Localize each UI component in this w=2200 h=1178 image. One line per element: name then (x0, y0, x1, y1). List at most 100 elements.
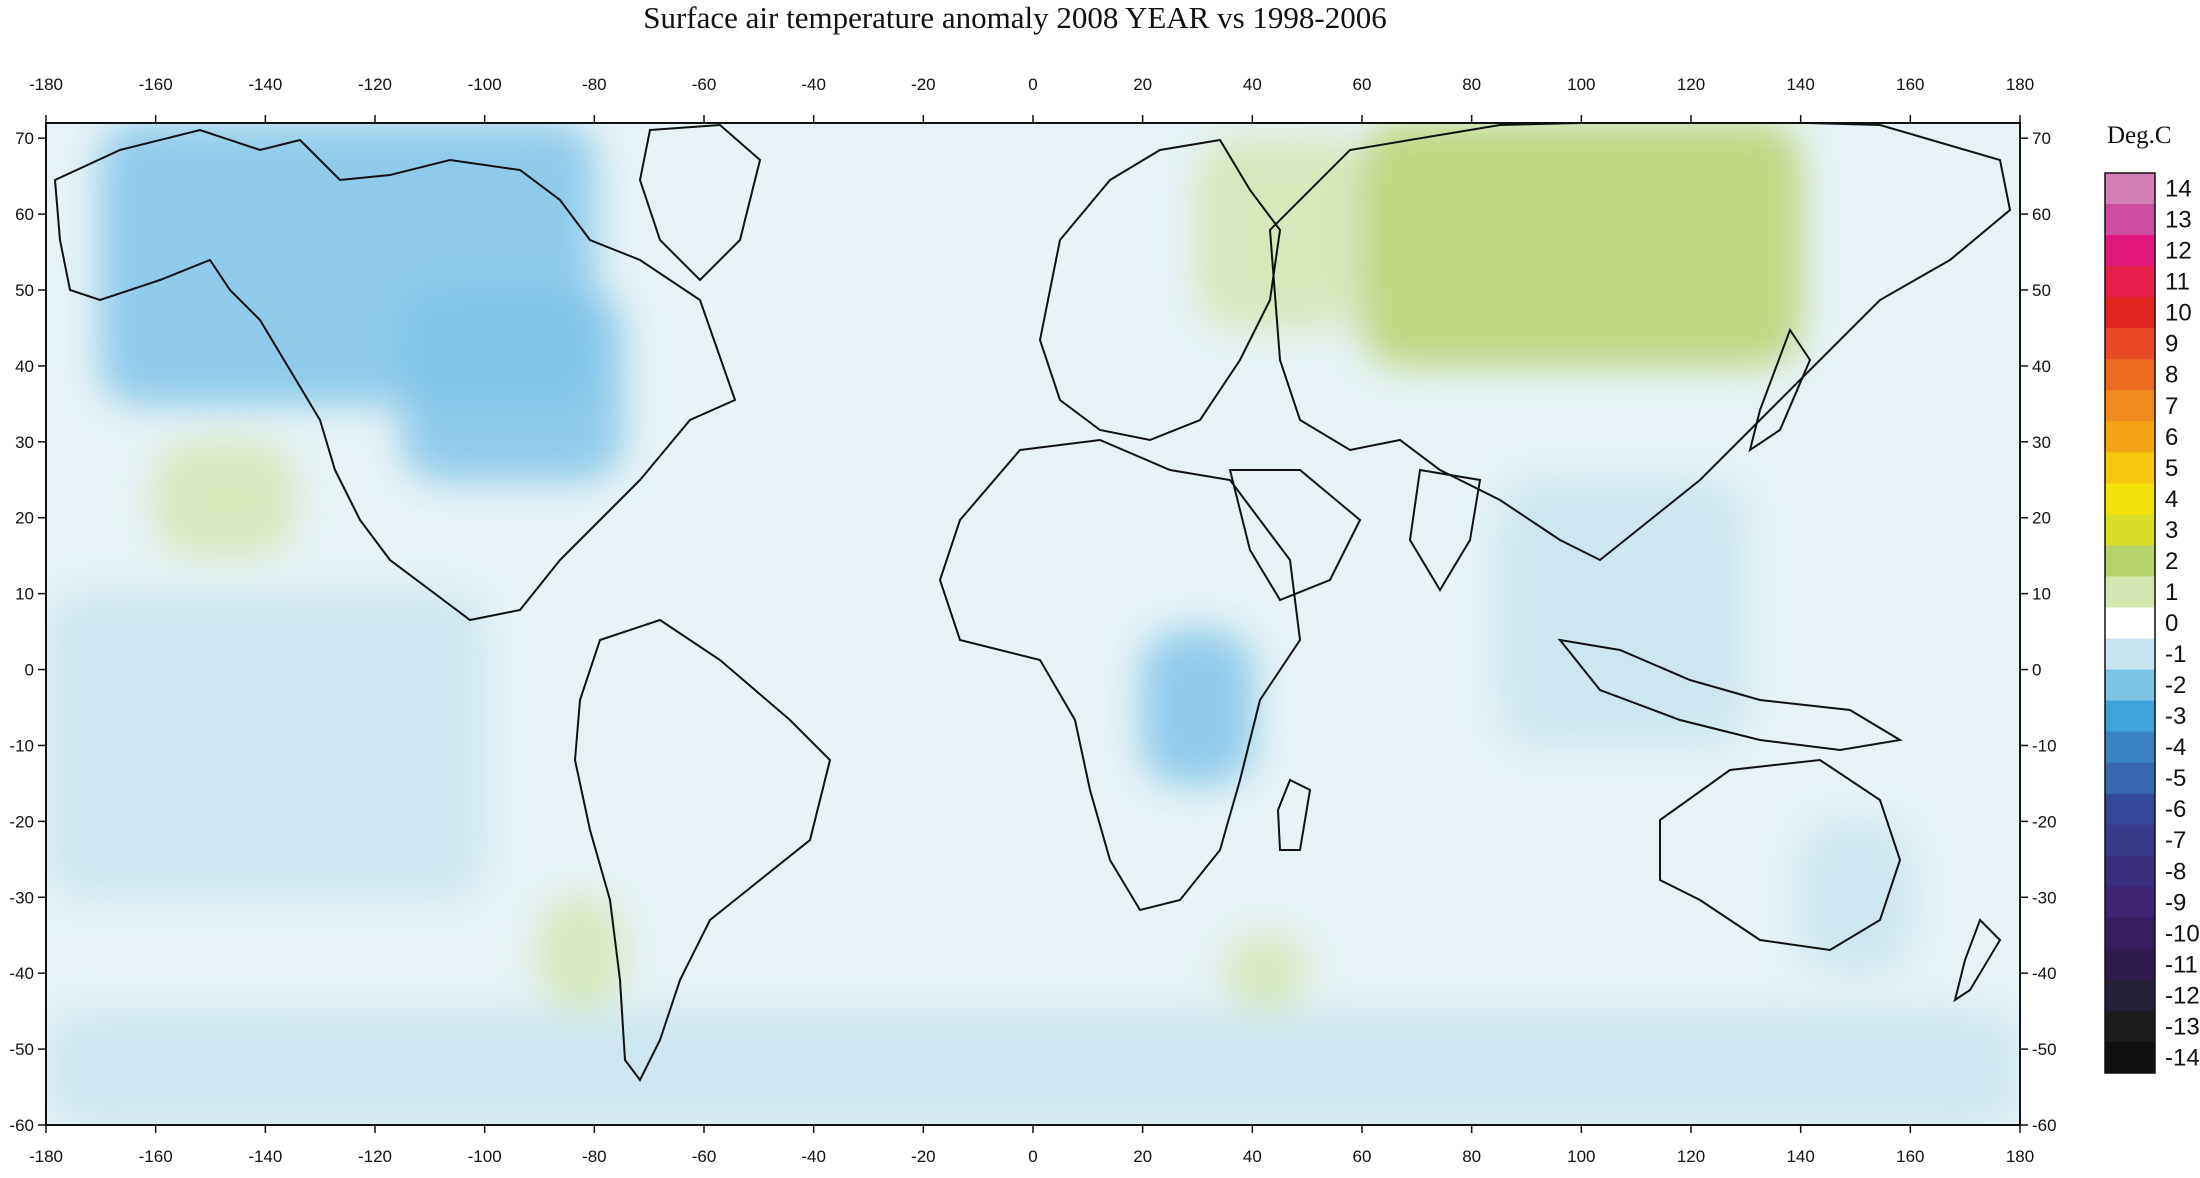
colorbar-swatch (2105, 204, 2155, 236)
lat-label-right: 40 (2032, 357, 2051, 376)
lon-label-top: -80 (582, 75, 607, 94)
colorbar-swatch (2105, 235, 2155, 267)
lat-label-right: -20 (2032, 812, 2057, 831)
colorbar-swatch (2105, 545, 2155, 577)
colorbar-swatch (2105, 855, 2155, 888)
colorbar-swatch (2105, 483, 2155, 515)
africa-outline (938, 438, 1302, 912)
colorbar-label: 7 (2165, 393, 2178, 420)
map-title: Surface air temperature anomaly 2008 YEA… (643, 0, 1387, 35)
lat-label-left: 20 (15, 509, 34, 528)
lon-label-bottom: 140 (1786, 1147, 1814, 1166)
lon-label-top: 60 (1353, 75, 1372, 94)
colorbar-swatch (2105, 607, 2155, 640)
lon-label-top: 20 (1133, 75, 1152, 94)
australia-outline (1659, 758, 1902, 952)
madagascar-outline (1276, 778, 1312, 851)
colorbar-swatch (2105, 390, 2155, 422)
lon-label-bottom: 120 (1677, 1147, 1705, 1166)
lat-label-right: 50 (2032, 281, 2051, 300)
colorbar-label: -13 (2165, 1013, 2200, 1040)
anomaly-region-indian-ocean-warm (1224, 935, 1308, 1012)
lon-label-bottom: 40 (1243, 1147, 1262, 1166)
lon-label-top: 100 (1567, 75, 1595, 94)
colorbar-swatch (2105, 979, 2155, 1012)
greenland-outline (638, 123, 762, 282)
lon-label-bottom: 160 (1896, 1147, 1924, 1166)
lon-label-top: -60 (692, 75, 717, 94)
indonesia-outline (1557, 638, 1903, 752)
lon-label-top: -120 (358, 75, 392, 94)
colorbar-label: 13 (2165, 207, 2192, 234)
lat-label-left: -10 (9, 736, 34, 755)
colorbar-label: -11 (2165, 951, 2198, 978)
coastlines (53, 123, 2012, 1082)
lon-label-top: -40 (801, 75, 826, 94)
anomaly-region-east-africa-cold (1142, 631, 1253, 784)
colorbar-swatch (2105, 1041, 2155, 1074)
lat-label-left: -60 (9, 1116, 34, 1135)
colorbar: Deg.C14131211109876543210-1-2-3-4-5-6-7-… (2104, 122, 2200, 1074)
colorbar-label: 4 (2165, 486, 2178, 513)
lat-label-left: -30 (9, 888, 34, 907)
colorbar-label: 3 (2165, 517, 2178, 544)
colorbar-swatch (2105, 824, 2155, 857)
colorbar-swatch (2105, 359, 2155, 391)
colorbar-swatch (2105, 700, 2155, 733)
colorbar-label: -10 (2165, 920, 2200, 947)
colorbar-label: -3 (2165, 703, 2186, 730)
lat-label-right: 30 (2032, 433, 2051, 452)
colorbar-label: 2 (2165, 548, 2178, 575)
lat-label-right: 20 (2032, 509, 2051, 528)
colorbar-label: -12 (2165, 982, 2200, 1009)
colorbar-label: -8 (2165, 858, 2186, 885)
arabia-outline (1228, 469, 1362, 602)
lon-label-bottom: -160 (139, 1147, 173, 1166)
colorbar-label: 8 (2165, 362, 2178, 389)
north-america-outline (53, 128, 737, 622)
lon-label-bottom: -20 (911, 1147, 936, 1166)
anomaly-field (46, 123, 2020, 1125)
colorbar-swatch (2105, 452, 2155, 484)
lon-label-bottom: -120 (358, 1147, 392, 1166)
lat-label-left: 10 (15, 585, 34, 604)
lat-label-right: 60 (2032, 205, 2051, 224)
lon-label-top: 80 (1462, 75, 1481, 94)
colorbar-swatch (2105, 917, 2155, 950)
europe-outline (1038, 138, 1282, 442)
lon-label-bottom: -180 (29, 1147, 63, 1166)
axis-ticks: -180-180-160-160-140-140-120-120-100-100… (9, 75, 2056, 1166)
lon-label-top: 180 (2006, 75, 2034, 94)
lat-label-left: -40 (9, 964, 34, 983)
lat-label-right: 70 (2032, 129, 2051, 148)
colorbar-swatch (2105, 731, 2155, 764)
lon-label-bottom: -80 (582, 1147, 607, 1166)
lat-label-right: 10 (2032, 585, 2051, 604)
japan-outline (1748, 327, 1812, 453)
colorbar-label: 0 (2165, 610, 2178, 637)
lon-label-bottom: -140 (248, 1147, 282, 1166)
colorbar-label: -2 (2165, 672, 2186, 699)
colorbar-swatch (2105, 638, 2155, 671)
colorbar-swatch (2105, 793, 2155, 826)
colorbar-label: 11 (2165, 269, 2190, 296)
colorbar-label: -4 (2165, 734, 2186, 761)
colorbar-label: -6 (2165, 796, 2186, 823)
colorbar-swatch (2105, 576, 2155, 608)
colorbar-label: -9 (2165, 889, 2186, 916)
lat-label-right: 0 (2032, 661, 2041, 680)
colorbar-swatch (2105, 173, 2155, 205)
anomaly-region-russia-siberia-warm (1362, 123, 1801, 366)
lon-label-top: -140 (248, 75, 282, 94)
lat-label-left: 40 (15, 357, 34, 376)
colorbar-label: -1 (2165, 641, 2186, 668)
colorbar-border (2104, 172, 2156, 1074)
lon-label-top: 140 (1786, 75, 1814, 94)
lon-label-bottom: 60 (1353, 1147, 1372, 1166)
lat-label-left: -20 (9, 812, 34, 831)
lon-label-bottom: 100 (1567, 1147, 1595, 1166)
lat-label-left: 30 (15, 433, 34, 452)
colorbar-label: -7 (2165, 827, 2186, 854)
lon-label-top: -100 (468, 75, 502, 94)
lon-label-top: 160 (1896, 75, 1924, 94)
